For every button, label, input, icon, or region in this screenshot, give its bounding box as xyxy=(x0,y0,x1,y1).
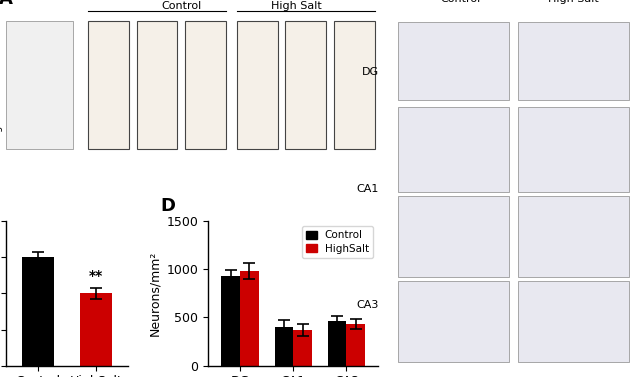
Text: CA1: CA1 xyxy=(357,184,380,193)
Bar xyxy=(328,321,346,366)
Text: **: ** xyxy=(89,269,103,283)
FancyBboxPatch shape xyxy=(185,21,226,149)
Bar xyxy=(346,324,365,366)
Bar xyxy=(240,271,259,366)
FancyBboxPatch shape xyxy=(136,21,177,149)
Text: Control: Control xyxy=(441,0,481,4)
Bar xyxy=(275,327,293,366)
FancyBboxPatch shape xyxy=(399,22,509,100)
Bar xyxy=(80,293,112,366)
Y-axis label: Neurons/mm²: Neurons/mm² xyxy=(148,251,161,336)
FancyBboxPatch shape xyxy=(88,21,129,149)
Legend: Control, HighSalt: Control, HighSalt xyxy=(302,226,373,258)
FancyBboxPatch shape xyxy=(518,280,629,362)
Text: Control: Control xyxy=(0,30,3,65)
Text: High Salt: High Salt xyxy=(271,1,322,11)
Text: CA3: CA3 xyxy=(357,300,380,310)
FancyBboxPatch shape xyxy=(518,107,629,192)
FancyBboxPatch shape xyxy=(399,107,509,192)
FancyBboxPatch shape xyxy=(399,196,509,277)
FancyBboxPatch shape xyxy=(237,21,278,149)
Bar xyxy=(22,257,54,366)
FancyBboxPatch shape xyxy=(333,21,374,149)
Text: High Salt: High Salt xyxy=(0,98,3,142)
Bar xyxy=(221,276,240,366)
Text: High Salt: High Salt xyxy=(548,0,599,4)
Text: DG: DG xyxy=(362,67,380,77)
FancyBboxPatch shape xyxy=(285,21,326,149)
FancyBboxPatch shape xyxy=(518,196,629,277)
FancyBboxPatch shape xyxy=(399,280,509,362)
Text: Control: Control xyxy=(161,1,202,11)
Text: C: C xyxy=(384,0,397,4)
FancyBboxPatch shape xyxy=(6,21,74,149)
Text: A: A xyxy=(0,0,13,8)
FancyBboxPatch shape xyxy=(518,22,629,100)
Text: D: D xyxy=(161,197,175,215)
Bar xyxy=(293,330,312,366)
